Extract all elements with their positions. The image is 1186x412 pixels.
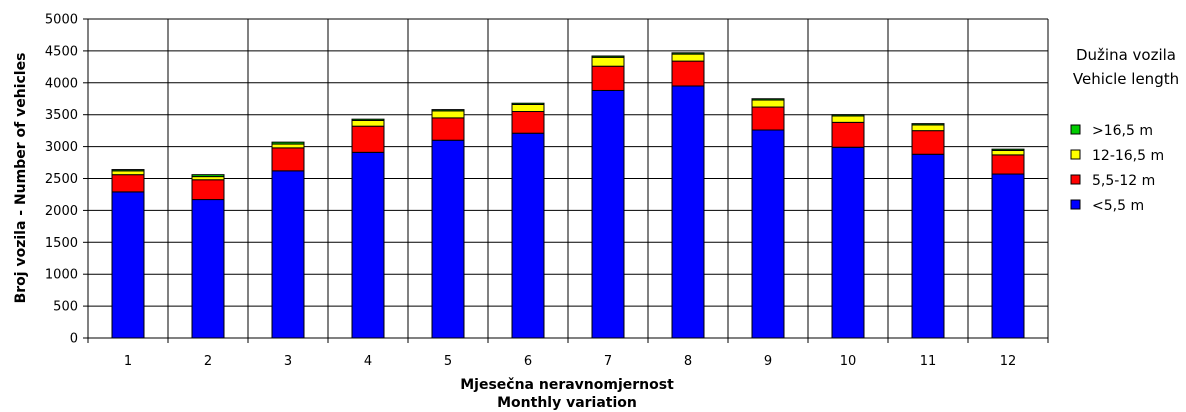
bar-segment: [271, 143, 305, 149]
bar-segment: [351, 151, 385, 339]
bar-segment: [431, 109, 465, 112]
x-tick-label: 11: [920, 354, 937, 369]
legend: Dužina vozila Vehicle length >16,5 m 12-1…: [1070, 46, 1179, 214]
bar-segment: [671, 85, 705, 339]
bars: [111, 52, 1025, 339]
legend-label: 12-16,5 m: [1092, 148, 1164, 164]
bar-segment: [991, 149, 1025, 156]
x-tick-labels: 1 2 3 4 5 6 7 8 9 10 11 12: [124, 354, 1016, 369]
bar-segment: [831, 114, 865, 117]
bar-segment: [591, 89, 625, 339]
bar-segment: [511, 102, 545, 105]
bar-segment: [671, 52, 705, 55]
gridlines: [88, 18, 1049, 338]
x-axis-title-line-1: Mjesečna neravnomjernost: [460, 377, 674, 393]
x-tick-label: 6: [524, 354, 532, 369]
bar-segment: [111, 170, 145, 176]
bar-segment: [751, 106, 785, 131]
bar-segment: [511, 103, 545, 113]
legend-swatch: [1070, 199, 1081, 210]
bar-segment: [431, 110, 465, 119]
legend-swatch: [1070, 124, 1081, 135]
x-tick-label: 9: [764, 354, 772, 369]
legend-swatch: [1070, 174, 1081, 185]
bar-segment: [111, 191, 145, 339]
bar-segment: [911, 153, 945, 339]
bar-segment: [351, 118, 385, 121]
bar-segment: [351, 119, 385, 127]
y-tick-label: 2000: [45, 204, 78, 219]
bar-segment: [431, 139, 465, 339]
bar-segment: [511, 111, 545, 134]
y-tick-label: 500: [53, 300, 78, 315]
bar-segment: [911, 124, 945, 132]
bar-segment: [191, 199, 225, 339]
y-tick-label: 4500: [45, 44, 78, 59]
bar-segment: [831, 121, 865, 148]
bar-segment: [351, 125, 385, 153]
x-tick-label: 4: [364, 354, 372, 369]
x-tick-label: 1: [124, 354, 132, 369]
y-tick-label: 0: [70, 332, 78, 347]
x-tick-label: 10: [840, 354, 857, 369]
bar-segment: [111, 174, 145, 193]
y-tick-label: 1000: [45, 268, 78, 283]
legend-title-line-1: Dužina vozila: [1076, 46, 1176, 64]
bar-segment: [991, 148, 1025, 151]
bar-segment: [751, 129, 785, 339]
x-tick-label: 5: [444, 354, 452, 369]
bar-segment: [191, 174, 225, 178]
x-tick-label: 2: [204, 354, 212, 369]
bar-segment: [511, 132, 545, 339]
bar-segment: [991, 154, 1025, 175]
x-tick-label: 7: [604, 354, 612, 369]
legend-title-line-2: Vehicle length: [1073, 70, 1179, 88]
bar-segment: [591, 55, 625, 58]
bar-segment: [271, 170, 305, 339]
bar-segment: [671, 60, 705, 87]
y-tick-label: 3500: [45, 108, 78, 123]
x-tick-label: 12: [1000, 354, 1017, 369]
y-tick-label: 1500: [45, 236, 78, 251]
bar-segment: [591, 56, 625, 67]
bar-segment: [911, 130, 945, 155]
x-tick-label: 8: [684, 354, 692, 369]
bar-segment: [191, 179, 225, 201]
bar-segment: [671, 53, 705, 62]
x-tick-label: 3: [284, 354, 292, 369]
bar-segment: [271, 141, 305, 145]
y-tick-label: 2500: [45, 172, 78, 187]
legend-label: >16,5 m: [1092, 123, 1153, 139]
bar-segment: [991, 173, 1025, 339]
legend-label: <5,5 m: [1092, 198, 1144, 214]
bar-segment: [751, 99, 785, 108]
y-tick-labels: 0 500 1000 1500 2000 2500 3000 3500 4000 4500 5000: [45, 13, 78, 347]
y-axis-title: Broj vozila - Number of vehicles: [13, 53, 29, 304]
bar-segment: [831, 146, 865, 339]
legend-items: >16,5 m 12-16,5 m 5,5-12 m <5,5 m: [1070, 123, 1164, 214]
y-tick-label: 5000: [45, 13, 78, 28]
bar-segment: [751, 98, 785, 101]
legend-label: 5,5-12 m: [1092, 173, 1155, 189]
x-axis-title-line-2: Monthly variation: [497, 395, 637, 411]
bar-segment: [111, 169, 145, 172]
axes: [83, 18, 1049, 343]
y-tick-label: 4000: [45, 76, 78, 91]
bar-segment: [431, 117, 465, 141]
bar-segment: [911, 123, 945, 126]
bar-segment: [271, 147, 305, 172]
bar-segment: [831, 115, 865, 123]
bar-segment: [591, 65, 625, 91]
y-tick-label: 3000: [45, 140, 78, 155]
legend-swatch: [1070, 149, 1081, 160]
